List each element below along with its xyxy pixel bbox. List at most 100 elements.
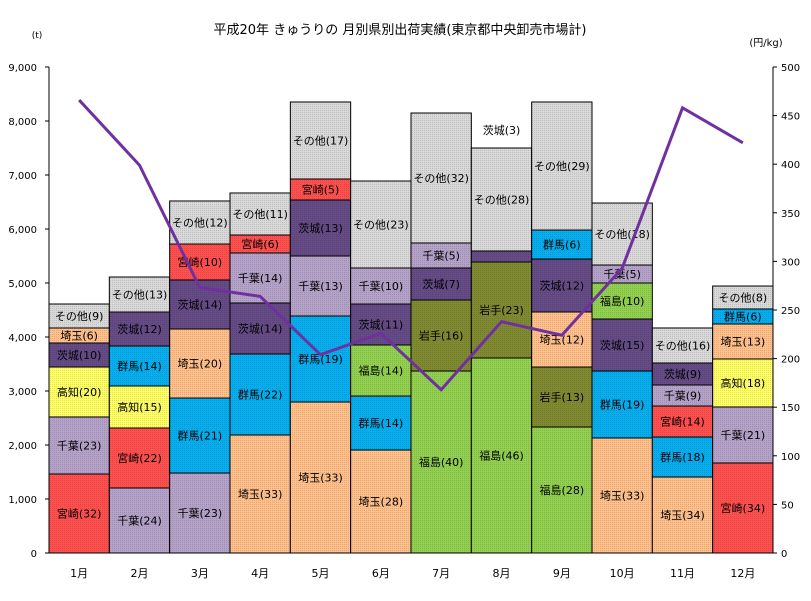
x-tick-label: 9月 bbox=[553, 567, 571, 580]
x-tick-label: 10月 bbox=[610, 567, 635, 580]
segment-label: 千葉(9) bbox=[664, 389, 702, 403]
segment-label: 茨城(7) bbox=[422, 277, 460, 291]
segment-label: 岩手(23) bbox=[479, 303, 524, 317]
segment-label: その他(17) bbox=[293, 134, 349, 147]
y-tick-label: 4,000 bbox=[8, 333, 37, 344]
y2-tick-label: 400 bbox=[781, 160, 800, 171]
segment-label: 千葉(14) bbox=[238, 271, 283, 285]
chart-title: 平成20年 きゅうりの 月別県別出荷実績(東京都中央卸売市場計) bbox=[214, 22, 587, 38]
y2-tick-label: 350 bbox=[781, 209, 800, 220]
segment-label: 群馬(6) bbox=[724, 309, 762, 323]
segment-label: 埼玉(34) bbox=[660, 508, 705, 522]
segment-label: 高知(15) bbox=[117, 400, 162, 414]
segment-label: 千葉(21) bbox=[721, 428, 766, 442]
y2-tick-label: 500 bbox=[781, 63, 800, 74]
segment-label: 群馬(6) bbox=[543, 238, 581, 252]
x-tick-label: 4月 bbox=[251, 567, 269, 580]
segment-label: 埼玉(13) bbox=[721, 334, 766, 348]
segment-label: 埼玉(33) bbox=[298, 471, 343, 485]
y2-tick-label: 0 bbox=[781, 549, 787, 560]
segment-label: 茨城(12) bbox=[117, 322, 162, 336]
segment-label: 群馬(18) bbox=[660, 450, 705, 464]
segment-label: その他(18) bbox=[594, 228, 650, 241]
x-tick-label: 7月 bbox=[432, 567, 450, 580]
segment-label: 群馬(14) bbox=[117, 359, 162, 373]
segment-label: 高知(20) bbox=[57, 385, 102, 399]
y-tick-label: 9,000 bbox=[8, 63, 37, 74]
segment-label: 福島(28) bbox=[540, 483, 585, 497]
segment-label: その他(12) bbox=[172, 216, 228, 229]
y-tick-label: 7,000 bbox=[8, 171, 37, 182]
segment-label: 千葉(23) bbox=[57, 438, 102, 452]
segment-label: 千葉(13) bbox=[298, 279, 343, 293]
segment-label: 茨城(15) bbox=[600, 338, 645, 352]
x-tick-label: 1月 bbox=[70, 567, 88, 580]
y-tick-label: 5,000 bbox=[8, 279, 37, 290]
segment-label: 埼玉(33) bbox=[600, 488, 645, 502]
segment-label: 茨城(3) bbox=[483, 123, 521, 137]
x-tick-label: 11月 bbox=[670, 567, 695, 580]
y-tick-label: 8,000 bbox=[8, 117, 37, 128]
segment-label: 宮崎(22) bbox=[117, 451, 162, 465]
segment-label: 岩手(13) bbox=[540, 390, 585, 404]
y2-tick-label: 50 bbox=[781, 500, 794, 511]
bar-segment-texture bbox=[471, 251, 531, 262]
segment-label: 千葉(23) bbox=[178, 506, 223, 520]
y-tick-label: 2,000 bbox=[8, 441, 37, 452]
segment-label: 群馬(14) bbox=[359, 416, 404, 430]
segment-label: 茨城(9) bbox=[664, 367, 702, 381]
segment-label: 埼玉(33) bbox=[238, 487, 283, 501]
segment-label: その他(13) bbox=[112, 289, 168, 302]
x-tick-label: 2月 bbox=[131, 567, 149, 580]
y2-tick-label: 100 bbox=[781, 452, 800, 463]
segment-label: 茨城(14) bbox=[238, 321, 283, 335]
segment-label: 岩手(16) bbox=[419, 329, 464, 343]
segment-label: 福島(46) bbox=[479, 449, 524, 463]
segment-label: 福島(14) bbox=[359, 364, 404, 378]
segment-label: 茨城(10) bbox=[57, 348, 102, 362]
segment-label: その他(11) bbox=[232, 208, 288, 221]
segment-label: 千葉(10) bbox=[359, 279, 404, 293]
y-tick-label: 0 bbox=[31, 549, 37, 560]
y-axis-unit: (t) bbox=[32, 31, 43, 41]
segment-label: 宮崎(34) bbox=[721, 501, 766, 515]
segment-label: 宮崎(14) bbox=[660, 415, 705, 429]
x-tick-label: 8月 bbox=[493, 567, 511, 580]
segment-label: その他(16) bbox=[655, 339, 711, 352]
segment-label: 宮崎(6) bbox=[241, 237, 279, 251]
segment-label: 宮崎(5) bbox=[302, 182, 340, 196]
segment-label: 茨城(14) bbox=[178, 297, 223, 311]
segment-label: 埼玉(6) bbox=[60, 328, 98, 342]
y2-tick-label: 250 bbox=[781, 306, 800, 317]
segment-label: その他(32) bbox=[413, 172, 469, 185]
segment-label: 埼玉(28) bbox=[359, 495, 404, 509]
segment-label: 茨城(13) bbox=[298, 221, 343, 235]
segment-label: 茨城(11) bbox=[359, 317, 404, 331]
x-tick-label: 3月 bbox=[191, 567, 209, 580]
segment-label: その他(28) bbox=[474, 193, 530, 206]
segment-label: 宮崎(32) bbox=[57, 506, 102, 520]
y2-axis-unit: (円/kg) bbox=[749, 38, 782, 49]
segment-label: その他(23) bbox=[353, 218, 409, 231]
segment-label: 群馬(19) bbox=[600, 398, 645, 412]
segment-label: 福島(40) bbox=[419, 455, 464, 469]
segment-label: 埼玉(20) bbox=[178, 357, 223, 371]
y-tick-label: 3,000 bbox=[8, 387, 37, 398]
y-tick-label: 1,000 bbox=[8, 495, 37, 506]
segment-label: 群馬(21) bbox=[178, 429, 223, 443]
segment-label: 千葉(5) bbox=[422, 248, 460, 262]
x-tick-label: 5月 bbox=[312, 567, 330, 580]
y2-tick-label: 450 bbox=[781, 112, 800, 123]
segment-label: 千葉(24) bbox=[117, 513, 162, 527]
segment-label: その他(9) bbox=[55, 310, 104, 323]
segment-label: 茨城(12) bbox=[540, 279, 585, 293]
y2-tick-label: 300 bbox=[781, 257, 800, 268]
segment-label: 群馬(22) bbox=[238, 388, 283, 402]
segment-label: その他(8) bbox=[719, 291, 768, 304]
x-tick-label: 12月 bbox=[730, 567, 755, 580]
y-tick-label: 6,000 bbox=[8, 225, 37, 236]
segment-label: 高知(18) bbox=[721, 376, 766, 390]
segment-label: その他(29) bbox=[534, 160, 590, 173]
